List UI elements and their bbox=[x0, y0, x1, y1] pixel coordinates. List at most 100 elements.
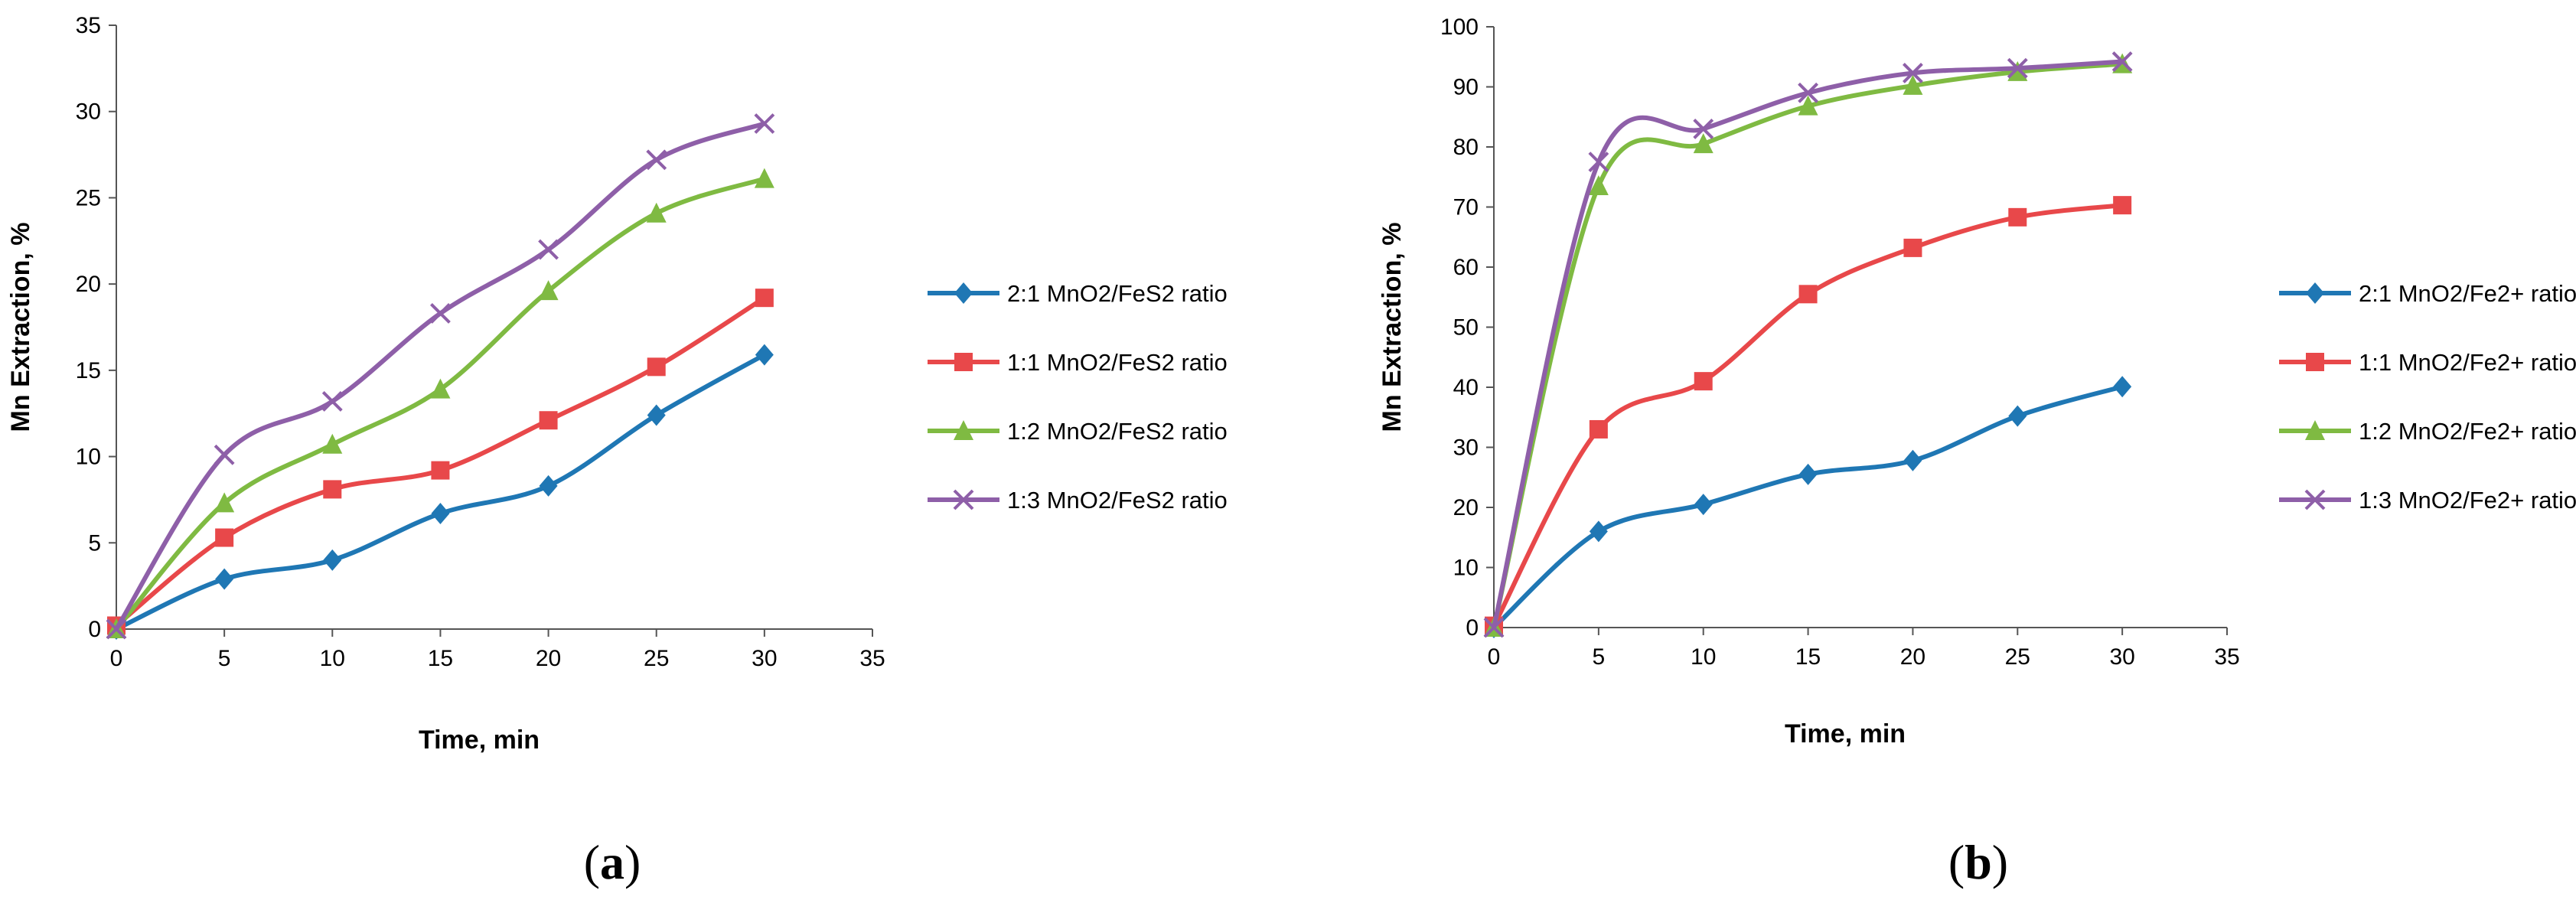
chart-a-panel-label: (a) bbox=[584, 835, 641, 889]
chart-b-data-point bbox=[2007, 60, 2028, 81]
chart-a-data-point bbox=[538, 280, 559, 301]
chart-b-y-tick-label: 80 bbox=[1453, 135, 1479, 160]
chart-b-y-tick-label: 20 bbox=[1453, 495, 1479, 520]
chart-b-legend-marker bbox=[2306, 353, 2324, 371]
chart-b-x-tick-label: 25 bbox=[2005, 644, 2030, 670]
chart-b-series-1 bbox=[1485, 376, 2132, 638]
chart-a-legend-entry: 1:1 MnO2/FeS2 ratio bbox=[928, 349, 1228, 376]
chart-b-y-tick-label: 10 bbox=[1453, 556, 1479, 581]
chart-a-y-tick-label: 15 bbox=[76, 358, 101, 383]
chart-a-data-point bbox=[106, 618, 127, 640]
chart-b-y-tick-label: 0 bbox=[1466, 615, 1479, 641]
chart-b-y-tick-label: 90 bbox=[1453, 75, 1479, 100]
chart-b-y-tick-label: 30 bbox=[1453, 435, 1479, 461]
chart-a-series-line bbox=[114, 176, 765, 631]
chart-a-data-point bbox=[754, 113, 775, 134]
chart-a-data-point bbox=[431, 502, 450, 524]
chart-a-data-point bbox=[215, 528, 234, 547]
chart-a-data-point bbox=[321, 391, 343, 412]
chart-b-data-point bbox=[1694, 372, 1713, 391]
chart-a-data-point bbox=[322, 433, 343, 454]
chart-a-data-point bbox=[647, 357, 666, 377]
chart-b-legend-label: 1:1 MnO2/Fe2+ ratio bbox=[2359, 349, 2576, 376]
chart-b-data-point bbox=[1903, 74, 1923, 95]
chart-b-x-axis-title: Time, min bbox=[1785, 719, 1906, 748]
chart-b-panel-label: (b) bbox=[1948, 835, 2008, 889]
chart-b-data-point bbox=[1588, 152, 1609, 173]
chart-a-data-point bbox=[214, 492, 235, 513]
chart-a-y-tick-label: 20 bbox=[76, 272, 101, 297]
chart-panel-b: 0 5 10 15 20 25 30 35 0 10 20 30 40 50 60 70 80 90 100 Time… bbox=[1378, 15, 2576, 889]
chart-b-series-2 bbox=[1485, 196, 2132, 635]
chart-b-legend-entry: 2:1 MnO2/Fe2+ ratio bbox=[2279, 280, 2576, 307]
chart-b-x-tick-label: 0 bbox=[1488, 644, 1501, 670]
chart-b-data-point bbox=[1798, 285, 1818, 304]
chart-b-data-point bbox=[1903, 238, 1922, 257]
chart-b-data-point bbox=[1589, 419, 1608, 439]
chart-b-data-point bbox=[1903, 449, 1922, 471]
chart-b-data-point bbox=[1798, 95, 1818, 116]
chart-b-data-point bbox=[1798, 82, 1818, 103]
chart-b-data-point bbox=[2111, 51, 2133, 72]
chart-b-x-tick-label: 35 bbox=[2214, 644, 2239, 670]
chart-b-y-tick-label: 100 bbox=[1440, 15, 1479, 40]
chart-a-data-point bbox=[539, 474, 558, 497]
chart-b-series-line bbox=[1492, 59, 2123, 628]
chart-b-y-tick-label: 40 bbox=[1453, 375, 1479, 400]
chart-b-y-tick-label: 60 bbox=[1453, 255, 1479, 280]
chart-b-x-tick-label: 20 bbox=[1900, 644, 1925, 670]
chart-b-data-point bbox=[2113, 376, 2132, 398]
chart-a-legend-marker bbox=[953, 489, 974, 510]
chart-b-legend-marker bbox=[2305, 420, 2325, 440]
chart-b-x-tick-label: 10 bbox=[1691, 644, 1716, 670]
chart-a-data-point bbox=[755, 289, 774, 308]
chart-a-legend-entry: 1:3 MnO2/FeS2 ratio bbox=[928, 487, 1228, 514]
chart-b-series-3 bbox=[1484, 53, 2133, 637]
chart-a-series-1 bbox=[107, 344, 774, 640]
chart-a-legend-label: 1:2 MnO2/FeS2 ratio bbox=[1007, 418, 1228, 445]
chart-a-legend-label: 1:3 MnO2/FeS2 ratio bbox=[1007, 487, 1228, 514]
chart-b-data-point bbox=[2008, 207, 2027, 227]
chart-a-y-tick-label: 30 bbox=[76, 99, 101, 125]
chart-a-y-tick-label: 0 bbox=[88, 617, 101, 642]
chart-a-series-4 bbox=[106, 113, 775, 640]
chart-b-x-tick-label: 30 bbox=[2109, 644, 2134, 670]
chart-a-x-tick-label: 35 bbox=[859, 646, 885, 671]
chart-b-data-point bbox=[1694, 494, 1713, 516]
chart-a-x-axis-title: Time, min bbox=[419, 726, 540, 755]
chart-b-legend-label: 2:1 MnO2/Fe2+ ratio bbox=[2359, 280, 2576, 307]
chart-b-series-line bbox=[1492, 384, 2123, 630]
chart-a-y-tick-label: 10 bbox=[76, 445, 101, 470]
chart-b-data-point bbox=[1693, 119, 1714, 139]
chart-a-x-tick-label: 30 bbox=[752, 646, 777, 671]
chart-b-legend-entry: 1:2 MnO2/Fe2+ ratio bbox=[2279, 418, 2576, 445]
chart-b-legend-entry: 1:3 MnO2/Fe2+ ratio bbox=[2279, 487, 2576, 514]
chart-b-legend-entry: 1:1 MnO2/Fe2+ ratio bbox=[2279, 349, 2576, 376]
chart-b-series-line bbox=[1492, 203, 2123, 628]
chart-a-series-line bbox=[114, 121, 765, 631]
chart-a-x-tick-label: 15 bbox=[428, 646, 453, 671]
chart-a-data-point bbox=[431, 461, 450, 480]
chart-b-data-point bbox=[1693, 133, 1714, 154]
chart-a-x-tick-label: 10 bbox=[320, 646, 345, 671]
chart-b-data-point bbox=[1483, 617, 1505, 638]
chart-a-data-point bbox=[539, 411, 558, 430]
chart-b-y-tick-label: 50 bbox=[1453, 315, 1479, 341]
chart-b-legend-marker bbox=[2304, 489, 2326, 510]
chart-a-data-point bbox=[215, 568, 234, 590]
chart-a-legend-entry: 1:2 MnO2/FeS2 ratio bbox=[928, 418, 1228, 445]
chart-a-data-point bbox=[323, 549, 342, 571]
chart-b-x-tick-label: 5 bbox=[1593, 644, 1606, 670]
chart-b-series-4 bbox=[1483, 51, 2133, 638]
chart-a-data-point bbox=[538, 239, 559, 260]
chart-b-data-point bbox=[1903, 63, 1923, 83]
chart-a-x-tick-label: 5 bbox=[218, 646, 231, 671]
chart-a-data-point bbox=[646, 202, 667, 223]
chart-a-y-tick-label: 35 bbox=[76, 13, 101, 38]
chart-a-data-point bbox=[754, 168, 774, 188]
chart-b-y-tick-label: 70 bbox=[1453, 195, 1479, 220]
chart-a-legend-label: 2:1 MnO2/FeS2 ratio bbox=[1007, 280, 1228, 307]
chart-a-x-tick-label: 0 bbox=[110, 646, 123, 671]
chart-panel-a: 0 5 10 15 20 25 30 35 0 5 10 15 20 25 30 35 Time, min Mn … bbox=[6, 13, 1228, 889]
